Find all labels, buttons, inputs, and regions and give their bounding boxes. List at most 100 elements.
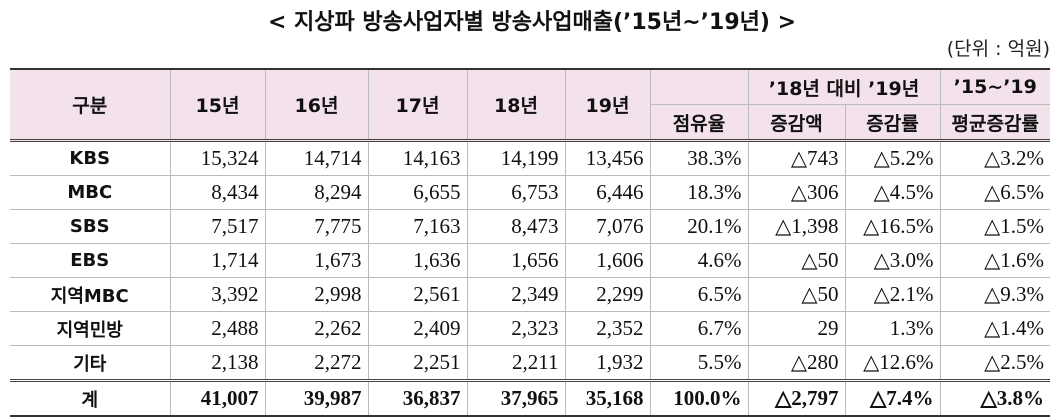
table-cell: 7,517 <box>169 209 266 244</box>
table-cell: 2,138 <box>169 345 266 381</box>
table-cell: △6.5% <box>939 175 1050 210</box>
table-cell: 6,753 <box>466 175 566 210</box>
table-cell: 6.7% <box>649 311 749 346</box>
table-cell: 15,324 <box>169 140 266 176</box>
table-cell: △3.2% <box>939 140 1050 176</box>
table-cell: 20.1% <box>649 209 749 244</box>
table-row: 지역MBC 3,392 2,998 2,561 2,349 2,299 6.5% △50 △2.… <box>10 277 1050 312</box>
table-row: 기타 2,138 2,272 2,251 2,211 1,932 5.5% △280 △12.6… <box>10 345 1050 381</box>
header-cell: 구분 <box>10 68 171 142</box>
header-cell: 17년 <box>367 68 468 142</box>
table-cell: 7,163 <box>367 209 468 244</box>
row-label: EBS <box>10 243 171 278</box>
table-cell: △9.3% <box>939 277 1050 312</box>
table-cell: 2,323 <box>466 311 566 346</box>
table-cell: 2,251 <box>367 345 468 381</box>
row-label: SBS <box>10 209 171 244</box>
header-row: 구분 15년 16년 17년 18년 19년 ’18년 대비 ’19년 ’15~… <box>10 68 1050 142</box>
title: < 지상파 방송사업자별 방송사업매출(’15년~’19년) > <box>267 10 797 35</box>
header-cell: 18년 <box>466 68 566 142</box>
table-cell: 2,272 <box>264 345 369 381</box>
table-cell: 38.3% <box>649 140 749 176</box>
table-cell: △1.5% <box>939 209 1050 244</box>
table-row: MBC 8,434 8,294 6,655 6,753 6,446 18.3% △306 △4.… <box>10 175 1050 210</box>
table-cell: 8,434 <box>169 175 266 210</box>
table-cell: △2,797 <box>747 379 846 417</box>
table-cell: 3,392 <box>169 277 266 312</box>
table-cell: △50 <box>747 243 846 278</box>
header-cell: 19년 <box>564 68 651 142</box>
table-cell: △280 <box>747 345 846 381</box>
table-cell: 2,352 <box>564 311 651 346</box>
revenue-table: 구분 15년 16년 17년 18년 19년 ’18년 대비 ’19년 ’15~… <box>10 68 1050 417</box>
table-cell: 18.3% <box>649 175 749 210</box>
table-cell: 1,636 <box>367 243 468 278</box>
table-cell: △1.4% <box>939 311 1050 346</box>
table-cell: 100.0% <box>649 379 749 417</box>
table-cell: 2,561 <box>367 277 468 312</box>
table-cell: △5.2% <box>844 140 941 176</box>
table-cell: 1.3% <box>844 311 941 346</box>
table-cell: 2,349 <box>466 277 566 312</box>
table-row: EBS 1,714 1,673 1,636 1,656 1,606 4.6% △50 △3.0%… <box>10 243 1050 278</box>
header-row: 점유율 증감액 증감률 평균증감률 <box>10 104 1050 142</box>
table-cell: △3.0% <box>844 243 941 278</box>
table-cell: 2,998 <box>264 277 369 312</box>
row-label: KBS <box>10 140 171 176</box>
table-cell: △306 <box>747 175 846 210</box>
table-cell: △50 <box>747 277 846 312</box>
table-cell: 4.6% <box>649 243 749 278</box>
row-label: 계 <box>10 379 171 417</box>
header-cell: 증감률 <box>844 104 941 142</box>
table-cell: 14,199 <box>466 140 566 176</box>
table-cell: △743 <box>747 140 846 176</box>
table-cell: 2,211 <box>466 345 566 381</box>
table-cell: 36,837 <box>367 379 468 417</box>
table-cell: △3.8% <box>939 379 1050 417</box>
table-row: 지역민방 2,488 2,262 2,409 2,323 2,352 6.7% 29 1.3% △… <box>10 311 1050 346</box>
table-cell: 35,168 <box>564 379 651 417</box>
table-cell: 2,409 <box>367 311 468 346</box>
table-cell: △4.5% <box>844 175 941 210</box>
header-cell: 16년 <box>264 68 369 142</box>
table-row: KBS 15,324 14,714 14,163 14,199 13,456 38.3% △7… <box>10 140 1050 176</box>
table-row: SBS 7,517 7,775 7,163 8,473 7,076 20.1% △1,398 △… <box>10 209 1050 244</box>
table-cell: 29 <box>747 311 846 346</box>
table-cell: △1,398 <box>747 209 846 244</box>
header-cell: 15년 <box>169 68 266 142</box>
row-label: 지역민방 <box>10 311 171 346</box>
table-cell: 1,673 <box>264 243 369 278</box>
header-cell <box>649 68 749 105</box>
table-cell: 6,446 <box>564 175 651 210</box>
header-cell: 평균증감률 <box>939 104 1050 142</box>
table-cell: 8,294 <box>264 175 369 210</box>
table-cell: 8,473 <box>466 209 566 244</box>
table-cell: 14,163 <box>367 140 468 176</box>
table-cell: 1,606 <box>564 243 651 278</box>
table-cell: 1,714 <box>169 243 266 278</box>
table-cell: 6.5% <box>649 277 749 312</box>
table-cell: 2,299 <box>564 277 651 312</box>
table-cell: 37,965 <box>466 379 566 417</box>
table-cell: △12.6% <box>844 345 941 381</box>
header-cell: ’18년 대비 ’19년 <box>747 68 941 105</box>
table-cell: 6,655 <box>367 175 468 210</box>
table-cell: 7,076 <box>564 209 651 244</box>
header-cell: 증감액 <box>747 104 846 142</box>
table-cell: 39,987 <box>264 379 369 417</box>
header-cell: 점유율 <box>650 104 749 142</box>
unit: (단위 : 억원) <box>946 38 1050 60</box>
table-cell: 7,775 <box>264 209 369 244</box>
table-cell: 1,656 <box>466 243 566 278</box>
table-cell: △16.5% <box>844 209 941 244</box>
table-cell: △7.4% <box>844 379 941 417</box>
table-cell: 13,456 <box>564 140 651 176</box>
table-cell: 41,007 <box>169 379 266 417</box>
table-cell: 14,714 <box>264 140 369 176</box>
row-label: 기타 <box>10 345 171 381</box>
row-label: 지역MBC <box>10 277 171 312</box>
table-cell: △2.1% <box>844 277 941 312</box>
table-cell: 2,262 <box>264 311 369 346</box>
table-cell: 5.5% <box>649 345 749 381</box>
